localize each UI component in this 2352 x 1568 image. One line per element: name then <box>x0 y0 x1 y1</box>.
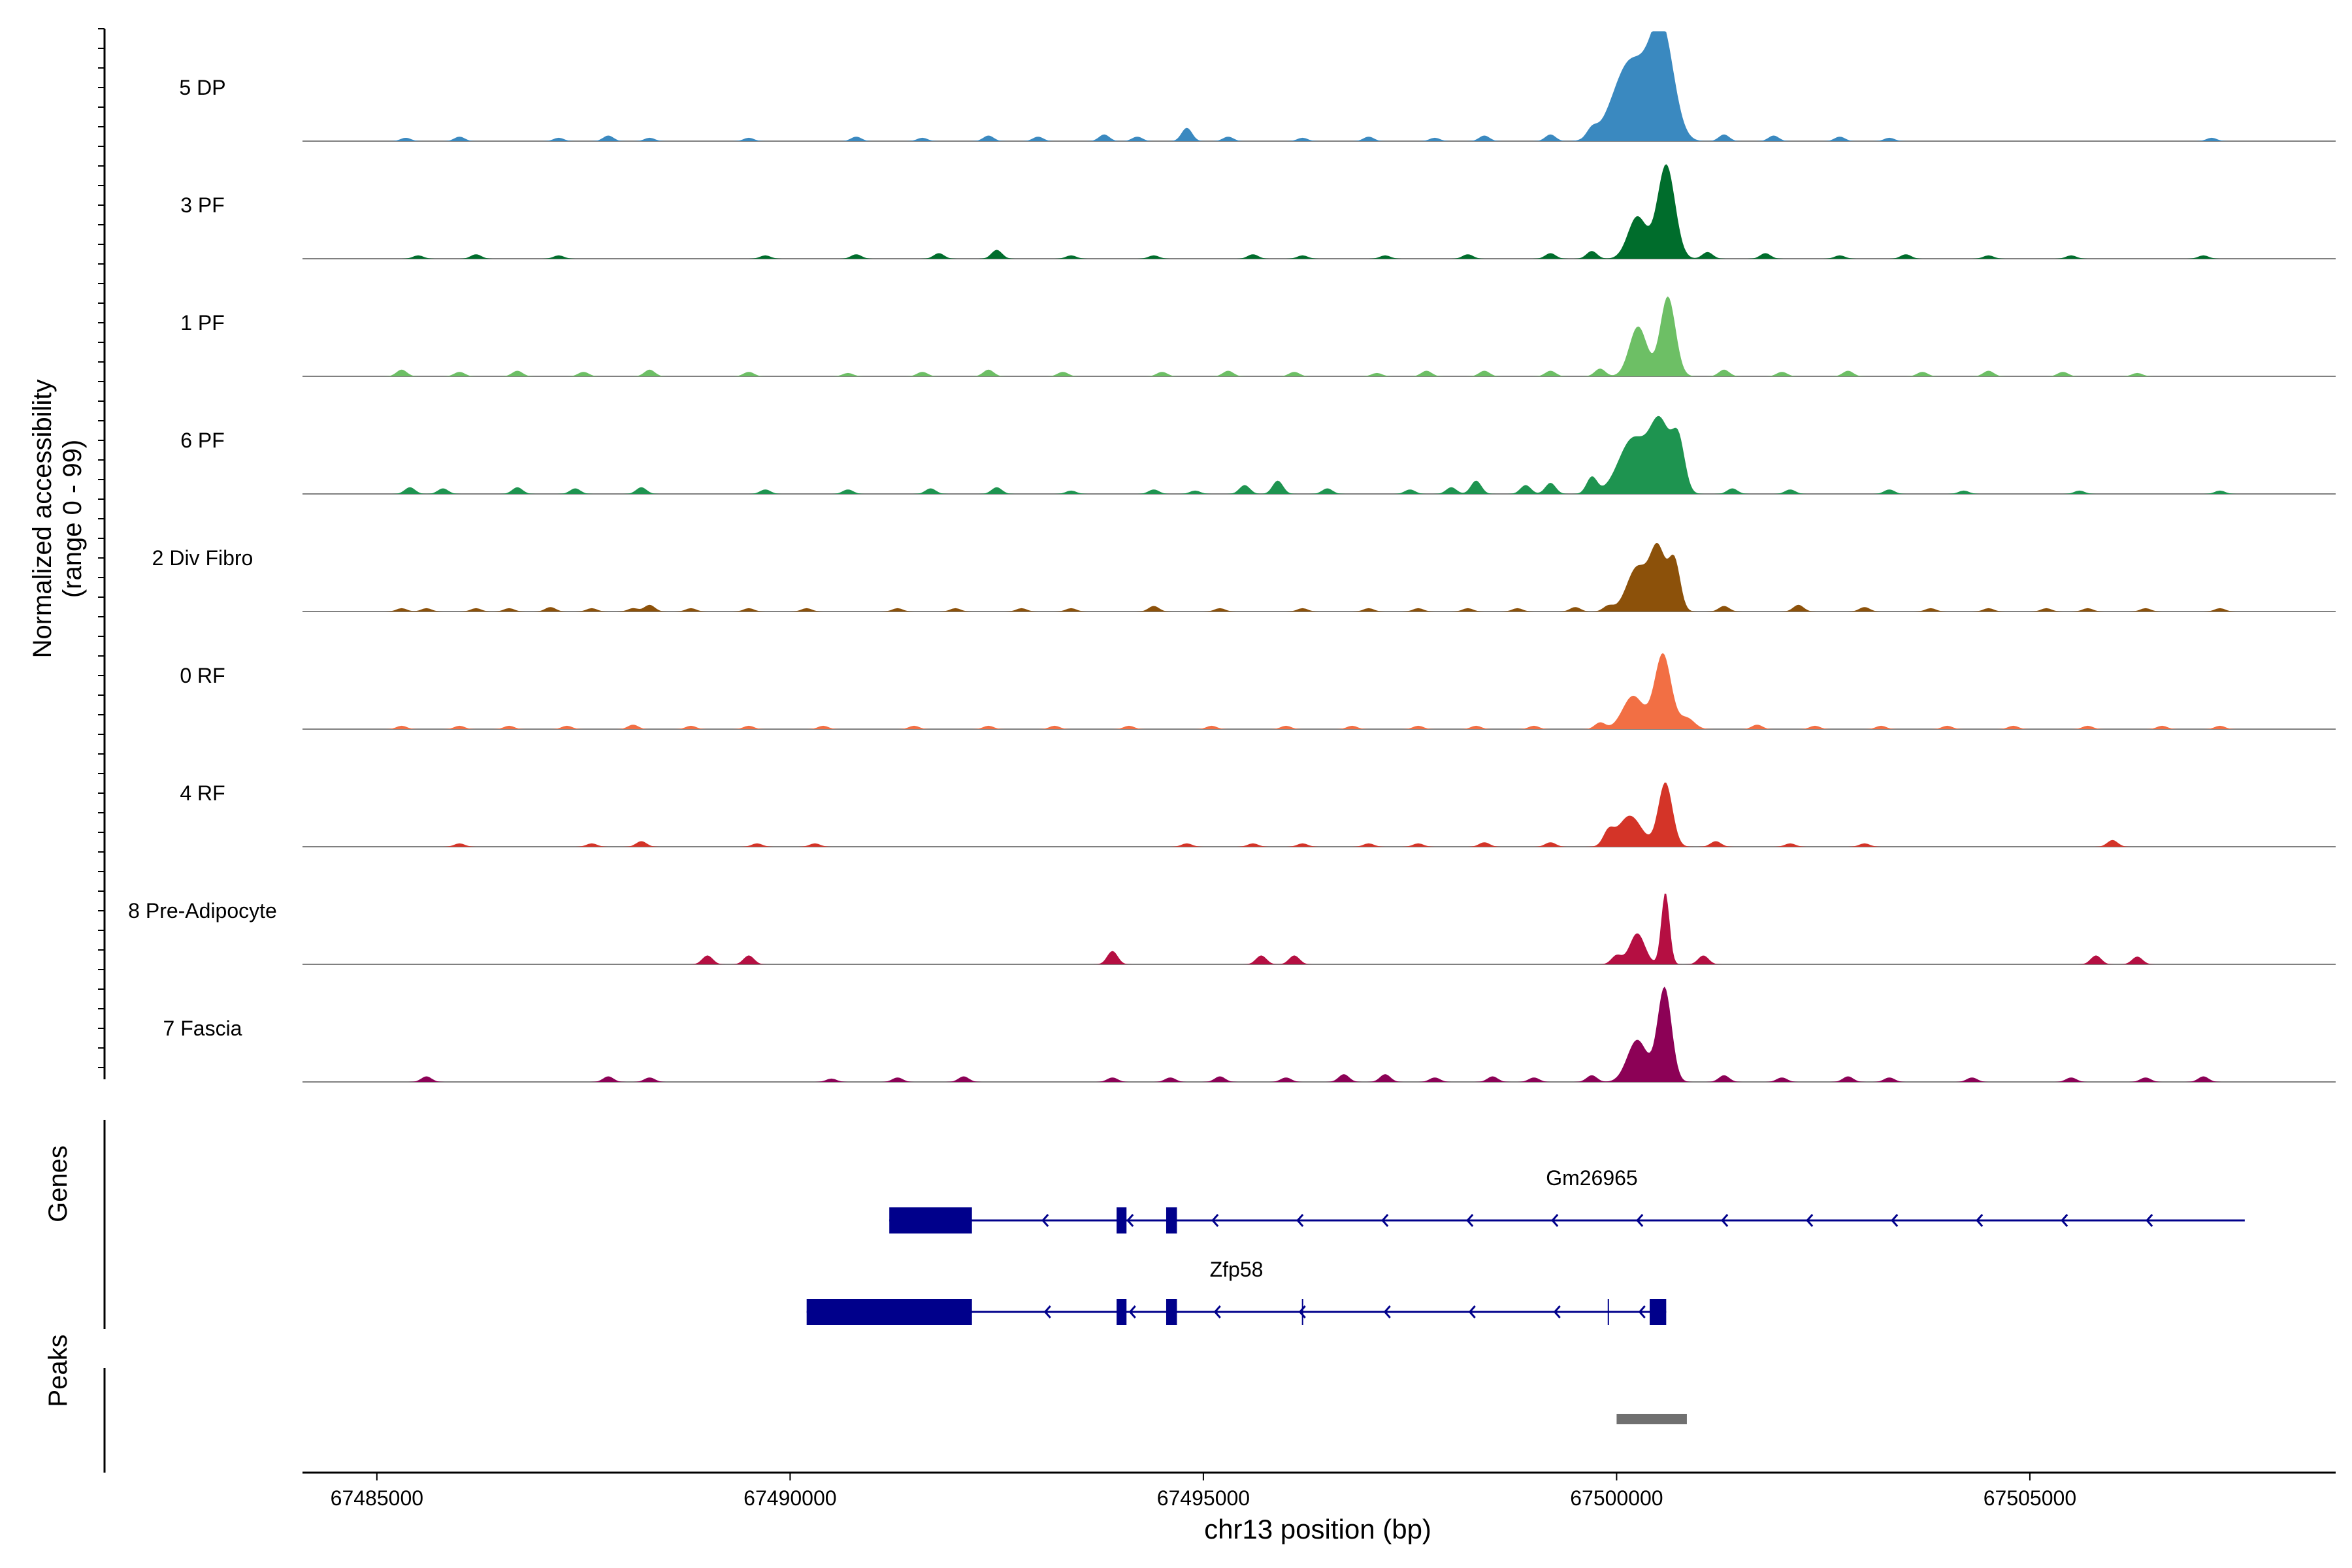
track-6-pf: 6 PF <box>180 416 2336 495</box>
strand-arrow-icon <box>1551 1214 1559 1227</box>
coverage-area <box>302 653 2336 729</box>
strand-arrow-icon <box>2061 1214 2068 1227</box>
strand-arrow-icon <box>1721 1214 1729 1227</box>
strand-arrow-icon <box>1638 1305 1646 1318</box>
gene-zfp58: Zfp58 <box>806 1258 1667 1325</box>
strand-arrow-icon <box>1043 1305 1051 1318</box>
gene-exon <box>1117 1207 1127 1233</box>
gene-exon <box>1166 1207 1177 1233</box>
strand-arrow-icon <box>1466 1214 1474 1227</box>
x-tick-label: 67495000 <box>1157 1486 1250 1510</box>
coverage-area <box>302 164 2336 259</box>
track-7-fascia: 7 Fascia <box>163 987 2336 1083</box>
gene-exon <box>889 1207 972 1233</box>
peaks-panel <box>103 1368 1687 1473</box>
track-0-rf: 0 RF <box>180 653 2336 730</box>
gene-exon <box>1117 1299 1127 1325</box>
track-label: 8 Pre-Adipocyte <box>128 899 277 923</box>
genes-panel-label: Genes <box>44 1145 73 1222</box>
coverage-y-axis <box>98 28 106 1079</box>
coverage-area <box>302 782 2336 847</box>
strand-arrow-icon <box>1213 1305 1221 1318</box>
coverage-area <box>302 893 2336 964</box>
track-label: 3 PF <box>180 193 225 217</box>
coverage-area <box>302 543 2336 612</box>
y-axis-label-line2: (range 0 - 99) <box>58 440 87 598</box>
gene-exon <box>1166 1299 1177 1325</box>
strand-arrow-icon <box>1806 1214 1814 1227</box>
strand-arrow-icon <box>1891 1214 1899 1227</box>
x-tick-label: 67500000 <box>1570 1486 1663 1510</box>
strand-arrow-icon <box>1383 1305 1391 1318</box>
x-tick-label: 67505000 <box>1984 1486 2076 1510</box>
y-axis-label-line1: Normalized accessibility <box>28 380 57 659</box>
track-label: 6 PF <box>180 429 225 452</box>
track-5-dp: 5 DP <box>179 31 2336 142</box>
gene-exon <box>806 1299 972 1325</box>
strand-arrow-icon <box>1381 1214 1389 1227</box>
x-tick-label: 67490000 <box>743 1486 836 1510</box>
strand-arrow-icon <box>1211 1214 1219 1227</box>
coverage-area <box>302 296 2336 376</box>
track-label: 7 Fascia <box>163 1017 242 1040</box>
strand-arrow-icon <box>1126 1214 1134 1227</box>
x-tick-label: 67485000 <box>331 1486 423 1510</box>
strand-arrow-icon <box>2146 1214 2153 1227</box>
track-8-pre-adipocyte: 8 Pre-Adipocyte <box>128 893 2336 965</box>
genes-panel: Gm26965 Zfp58 <box>103 1120 2245 1329</box>
strand-arrow-icon <box>1298 1305 1306 1318</box>
track-4-rf: 4 RF <box>180 781 2336 847</box>
gene-gm26965: Gm26965 <box>889 1166 2245 1233</box>
strand-arrow-icon <box>1976 1214 1984 1227</box>
gene-label: Gm26965 <box>1546 1166 1638 1190</box>
track-label: 5 DP <box>179 76 225 99</box>
strand-arrow-icon <box>1636 1214 1644 1227</box>
track-label: 0 RF <box>180 664 225 687</box>
track-1-pf: 1 PF <box>180 296 2336 377</box>
gene-label: Zfp58 <box>1210 1258 1264 1281</box>
coverage-area <box>302 416 2336 494</box>
gene-exon <box>1650 1299 1667 1325</box>
strand-arrow-icon <box>1296 1214 1304 1227</box>
strand-arrow-icon <box>1041 1214 1049 1227</box>
strand-arrow-icon <box>1128 1305 1136 1318</box>
track-3-pf: 3 PF <box>180 164 2336 259</box>
strand-arrow-icon <box>1553 1305 1561 1318</box>
track-label: 4 RF <box>180 781 225 805</box>
coverage-area <box>302 31 2336 141</box>
coverage-tracks: 5 DP 3 PF 1 PF 6 PF 2 Div Fibro 0 RF 4 RF 8 Pre… <box>128 31 2336 1083</box>
coverage-area <box>302 987 2336 1082</box>
peak-region <box>1616 1414 1687 1424</box>
peaks-panel-label: Peaks <box>44 1334 73 1407</box>
strand-arrow-icon <box>1468 1305 1476 1318</box>
x-axis-label: chr13 position (bp) <box>1204 1514 1431 1544</box>
track-label: 2 Div Fibro <box>152 546 253 570</box>
track-2-div-fibro: 2 Div Fibro <box>152 543 2336 612</box>
track-label: 1 PF <box>180 311 225 335</box>
x-axis: 67485000 67490000 67495000 67500000 67505000 <box>302 1471 2336 1510</box>
